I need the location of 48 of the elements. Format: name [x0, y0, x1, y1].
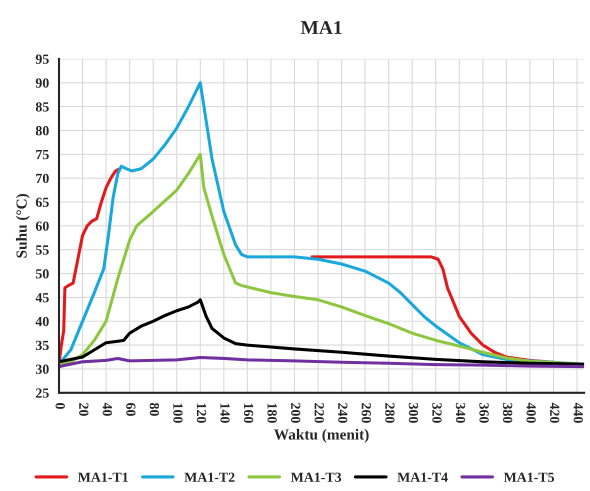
y-tick-label: 70: [36, 174, 49, 184]
x-tick-label: 340: [456, 403, 466, 423]
x-tick-label: 100: [173, 404, 183, 423]
legend-label: MA1-T1: [78, 472, 128, 482]
line-series: [59, 298, 584, 366]
x-tick-label: 180: [267, 404, 277, 423]
y-tick-label: 55: [36, 245, 49, 255]
x-tick-label: 140: [220, 404, 230, 423]
y-tick-label: 95: [36, 54, 49, 64]
y-tick-label: 75: [36, 150, 49, 160]
x-tick-label: 420: [550, 402, 560, 423]
x-tick-label: 20: [79, 403, 88, 416]
x-tick-label: 80: [150, 402, 160, 416]
y-axis-title: Suhu (°C): [16, 194, 30, 258]
x-tick-label: 280: [385, 403, 395, 423]
x-tick-label: 300: [408, 403, 418, 423]
x-axis-title: Waktu (menit): [274, 428, 369, 443]
x-tick-label: 40: [102, 402, 112, 416]
x-tick-label: 320: [432, 403, 442, 423]
y-tick-label: 30: [36, 364, 49, 374]
line-series: [59, 356, 584, 368]
y-tick-label: 35: [36, 340, 49, 350]
x-tick-label: 360: [479, 403, 489, 423]
legend-label: MA1-T5: [504, 472, 554, 482]
x-tick-label: 120: [196, 404, 206, 423]
x-tick-label: 200: [290, 403, 300, 423]
legend-label: MA1-T3: [290, 472, 342, 482]
chart-title: MA1: [300, 21, 342, 34]
x-tick-label: 0: [56, 403, 65, 409]
y-tick-label: 90: [36, 78, 49, 88]
y-tick-label: 50: [36, 269, 49, 279]
y-tick-label: 60: [36, 221, 49, 231]
y-tick-label: 45: [36, 293, 49, 302]
x-tick-label: 440: [574, 402, 583, 423]
x-tick-label: 160: [244, 404, 254, 423]
legend-label: MA1-T4: [397, 472, 448, 482]
x-tick-label: 400: [526, 402, 536, 423]
y-tick-label: 85: [36, 102, 49, 112]
x-tick-label: 240: [338, 403, 348, 423]
x-tick-label: 260: [362, 403, 372, 423]
legend-label: MA1-T2: [184, 472, 235, 482]
y-tick-label: 80: [36, 126, 49, 136]
y-tick-label: 25: [36, 388, 49, 398]
x-tick-label: 60: [126, 403, 136, 416]
y-tick-label: 40: [36, 316, 49, 326]
x-tick-label: 220: [314, 403, 324, 423]
x-tick-label: 380: [502, 403, 512, 423]
y-tick-label: 65: [36, 198, 49, 207]
